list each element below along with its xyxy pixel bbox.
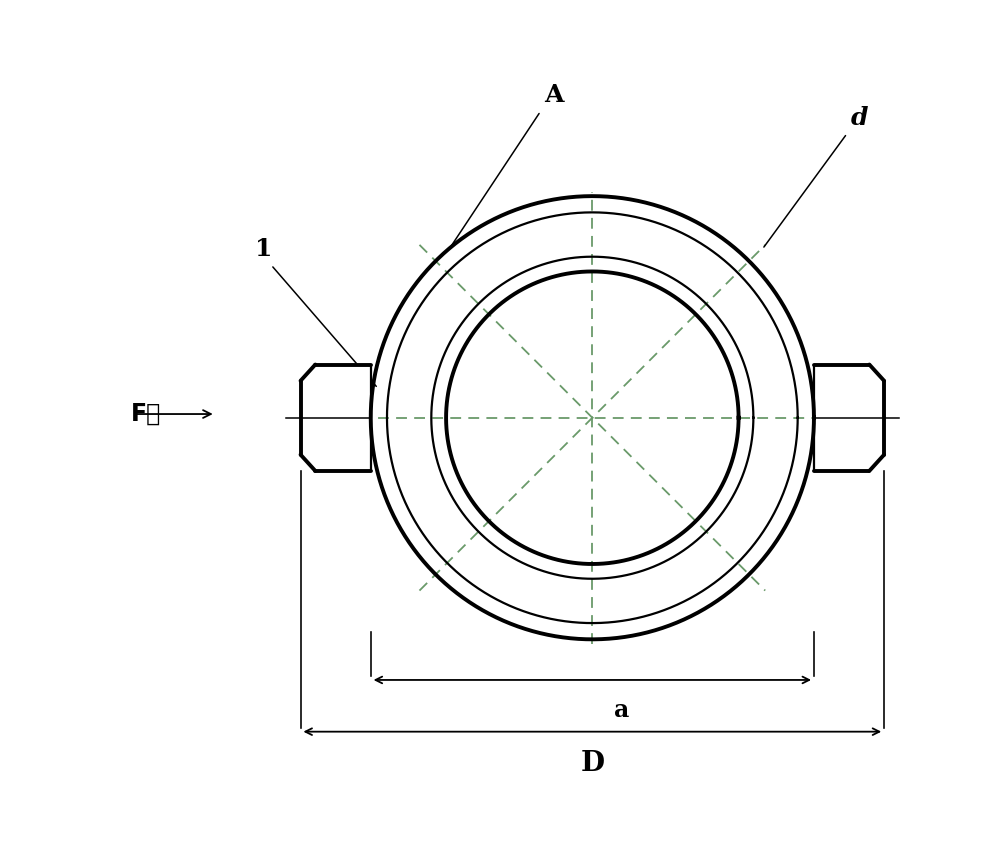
Text: D: D [580, 750, 604, 777]
Circle shape [371, 196, 814, 639]
Text: F向: F向 [131, 402, 161, 426]
Polygon shape [814, 364, 884, 471]
Text: A: A [544, 84, 564, 107]
Text: 1: 1 [255, 237, 272, 261]
Polygon shape [301, 364, 371, 471]
Text: a: a [614, 698, 630, 722]
Text: d: d [851, 106, 868, 130]
